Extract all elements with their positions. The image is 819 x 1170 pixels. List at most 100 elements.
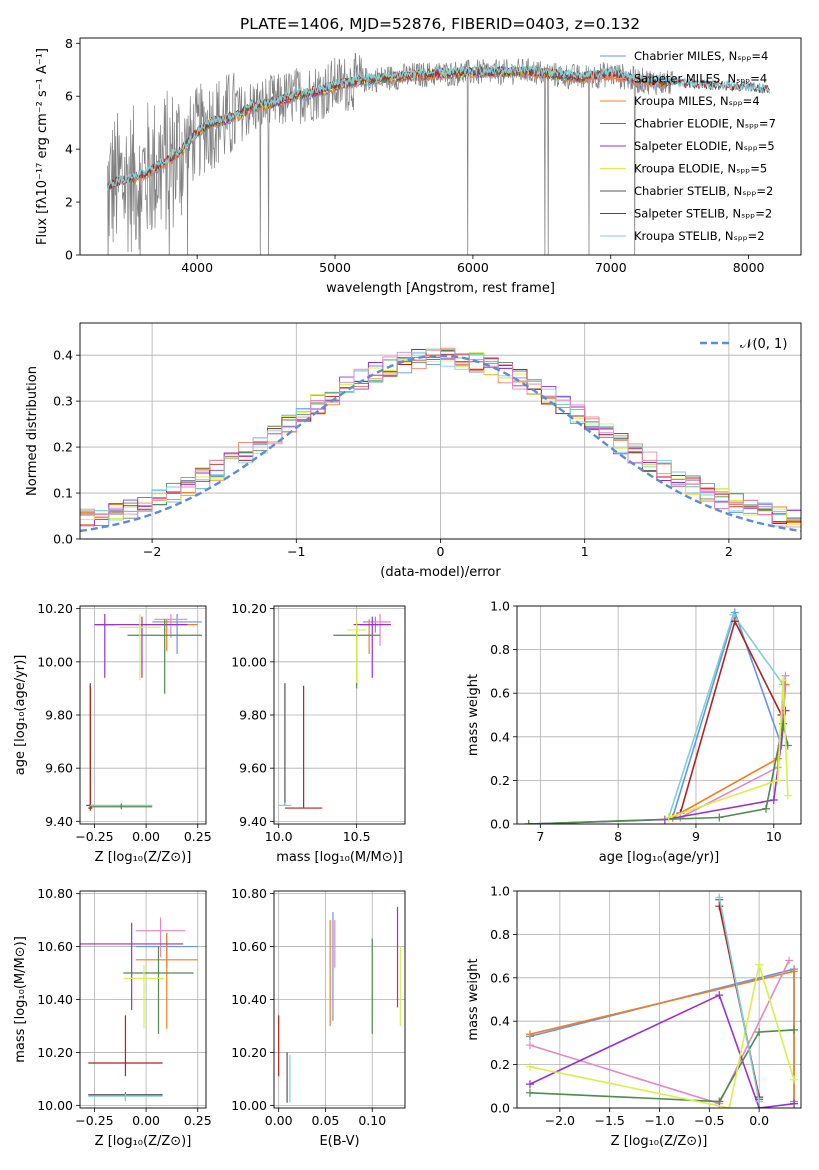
y-tick-label: 10.20 [37,1045,73,1060]
x-tick-label: −2.0 [545,1113,575,1128]
weight-point [755,960,764,969]
axes-frame [516,605,802,825]
weight-series-kroupa_stelib [718,897,760,1102]
weight-point [525,1080,534,1089]
x-tick-label: −0.5 [694,1113,724,1128]
legend-label: Salpeter ELODIE, Nₛₚₚ=5 [634,139,775,153]
x-tick-label: −0.25 [75,829,113,844]
weight-point [790,967,799,976]
y-tick-label: 9.40 [239,814,267,829]
y-tick-label: 8 [65,36,73,51]
model-spectrum-kroupa_stelib [107,63,770,191]
weight-point [525,1041,534,1050]
error-bar-point [119,613,161,681]
y-axis-label: age [log₁₀(age/yr)] [13,655,28,776]
weight-point [725,1104,734,1108]
y-tick-label: 10.00 [231,1098,267,1113]
weight-point [769,796,778,805]
x-tick-label: 10.0 [265,829,293,844]
weight-point [730,608,739,617]
x-tick-label: 0.05 [312,1113,340,1128]
x-axis-label: age [log₁₀(age/yr)] [599,850,720,865]
y-tick-label: 10.60 [37,939,73,954]
error-bar-point [347,619,367,684]
y-tick-label: 0.4 [53,348,73,363]
weight-point [755,1028,764,1037]
y-tick-label: 0.0 [53,532,73,547]
legend-spectrum: Chabrier MILES, Nₛₚₚ=4 Salpeter MILES, Nₛ… [600,49,776,243]
y-axis-label: Normed distribution [25,366,40,496]
error-bar-point [88,1093,163,1102]
weight-point [715,1097,724,1106]
error-bar-point [135,917,186,958]
weight-series-kroupa_elodie [529,964,795,1108]
error-bar-point [152,613,202,654]
weight-point [783,791,792,800]
error-bar-point [283,683,287,806]
y-tick-label: 9.60 [239,761,267,776]
y-tick-label: 6 [65,89,73,104]
panel-weight-vs-metallicity: −2.0 −1.5 −1.0 −0.5 0.0 0.0 0.2 0.4 0.6 0.8 1.0 Z [… [466,884,802,1149]
y-tick-label: 9.80 [45,708,73,723]
weight-point [715,893,724,902]
figure-title: PLATE=1406, MJD=52876, FIBERID=0403, z=0… [240,15,640,33]
panel-weight-vs-age: 7 8 9 10 0.0 0.2 0.4 0.6 0.8 1.0 age [log₁₀(age/yr… [466,599,802,865]
y-tick-label: 10.80 [37,886,73,901]
error-bar-point [90,804,153,810]
plot-area [525,893,799,1108]
plot-area [278,906,401,1103]
weight-point [790,1075,799,1084]
legend-label: 𝒩(0, 1) [740,337,787,352]
panel-spectrum: 4000 5000 6000 7000 8000 0 2 4 6 8 wavelength [Ang… [35,36,802,296]
x-tick-label: 2 [725,544,733,559]
y-tick-label: 0.4 [490,729,510,744]
panel-residuals: −2 −1 0 1 2 0.0 0.1 0.2 0.3 0.4 (data-model)/error… [25,322,802,580]
x-tick-label: 10.5 [343,829,371,844]
x-tick-label: 6000 [457,260,489,275]
x-axis-label: Z [log₁₀(Z/Z⊙)] [95,1134,192,1149]
y-tick-label: 0.1 [53,486,73,501]
weight-point [785,956,794,965]
axes-frame [273,605,406,825]
error-bar-point [96,616,188,678]
plot-area [80,917,198,1102]
x-tick-label: 0.25 [184,1113,212,1128]
y-tick-label: 0.3 [53,394,73,409]
weight-point [525,1062,534,1071]
y-tick-label: 0.2 [490,1057,510,1072]
x-tick-label: 0.00 [132,1113,160,1128]
y-axis-label: Flux [fλ10⁻¹⁷ erg cm⁻² s⁻¹ A⁻¹] [35,48,50,245]
normal-curve [80,354,801,533]
x-axis-label: wavelength [Angstrom, rest frame] [326,281,555,296]
error-bar-point [94,613,116,678]
weight-point [715,813,724,822]
y-tick-label: 0.0 [490,1101,510,1116]
y-tick-label: 1.0 [490,884,510,899]
y-tick-label: 4 [65,142,73,157]
x-axis-label: Z [log₁₀(Z/Z⊙)] [611,1134,708,1149]
y-tick-label: 0.6 [490,970,510,985]
weight-point [755,1097,764,1106]
weight-point [779,676,788,685]
x-tick-label: 0 [437,544,445,559]
plot-area [278,613,391,809]
error-bar-point [123,965,165,1029]
weight-point [790,1099,799,1108]
weight-series-salpeter_elodie [528,710,787,824]
x-tick-label: −1.0 [644,1113,674,1128]
error-bar-point [278,802,292,806]
error-bar-point [284,685,323,809]
y-tick-label: 0.8 [490,927,510,942]
y-tick-label: 10.00 [231,654,267,669]
y-tick-label: 10.60 [231,939,267,954]
y-tick-label: 9.60 [45,761,73,776]
y-tick-label: 9.80 [239,708,267,723]
plot-area [107,52,770,255]
x-tick-label: 0.10 [358,1113,386,1128]
y-tick-label: 1.0 [490,599,510,614]
y-tick-label: 10.80 [231,886,267,901]
axes-frame [79,322,802,540]
error-bar-point [88,1015,163,1077]
x-tick-label: 5000 [319,260,351,275]
